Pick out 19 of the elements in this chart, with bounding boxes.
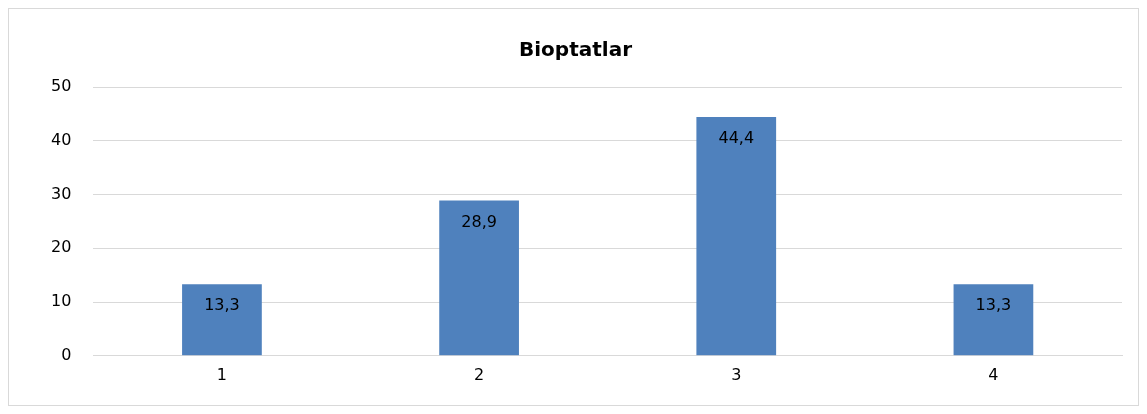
y-tick-label: 50 — [51, 76, 72, 96]
bar — [182, 284, 262, 356]
y-tick-label: 0 — [61, 344, 72, 364]
chart-title: Bioptatlar — [519, 37, 633, 62]
bar — [696, 117, 777, 356]
x-tick-label: 1 — [216, 364, 228, 384]
data-label: 13,3 — [975, 295, 1012, 315]
data-label: 28,9 — [461, 211, 497, 231]
y-tick-label: 20 — [51, 237, 72, 257]
bar — [953, 284, 1034, 356]
x-tick-label: 4 — [988, 364, 999, 384]
data-label: 13,3 — [204, 295, 240, 315]
y-tick-label: 10 — [51, 291, 72, 311]
x-tick-label: 3 — [731, 364, 742, 384]
bar — [439, 200, 519, 356]
data-label: 44,4 — [718, 128, 755, 148]
y-tick-label: 40 — [51, 129, 72, 149]
x-tick-label: 2 — [474, 364, 485, 384]
y-tick-label: 30 — [51, 183, 72, 203]
